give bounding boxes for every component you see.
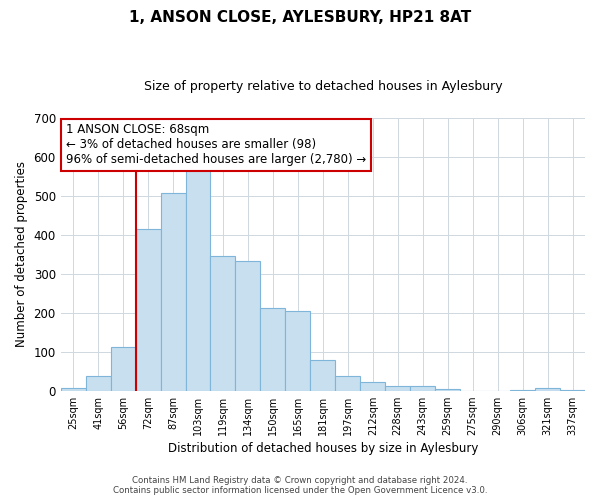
Bar <box>385 386 410 390</box>
Y-axis label: Number of detached properties: Number of detached properties <box>15 161 28 347</box>
Bar <box>211 256 235 390</box>
Text: 1, ANSON CLOSE, AYLESBURY, HP21 8AT: 1, ANSON CLOSE, AYLESBURY, HP21 8AT <box>129 10 471 25</box>
Bar <box>260 308 286 390</box>
Bar <box>136 229 161 390</box>
X-axis label: Distribution of detached houses by size in Aylesbury: Distribution of detached houses by size … <box>167 442 478 455</box>
Bar <box>435 388 460 390</box>
Bar <box>286 311 310 390</box>
Bar <box>86 376 110 390</box>
Bar <box>110 346 136 391</box>
Bar <box>335 376 360 390</box>
Bar <box>360 382 385 390</box>
Bar <box>185 166 211 390</box>
Bar <box>310 360 335 390</box>
Bar <box>410 386 435 390</box>
Title: Size of property relative to detached houses in Aylesbury: Size of property relative to detached ho… <box>143 80 502 93</box>
Text: Contains HM Land Registry data © Crown copyright and database right 2024.
Contai: Contains HM Land Registry data © Crown c… <box>113 476 487 495</box>
Bar <box>535 388 560 390</box>
Bar <box>61 388 86 390</box>
Text: 1 ANSON CLOSE: 68sqm
← 3% of detached houses are smaller (98)
96% of semi-detach: 1 ANSON CLOSE: 68sqm ← 3% of detached ho… <box>66 123 366 166</box>
Bar <box>161 192 185 390</box>
Bar <box>235 261 260 390</box>
